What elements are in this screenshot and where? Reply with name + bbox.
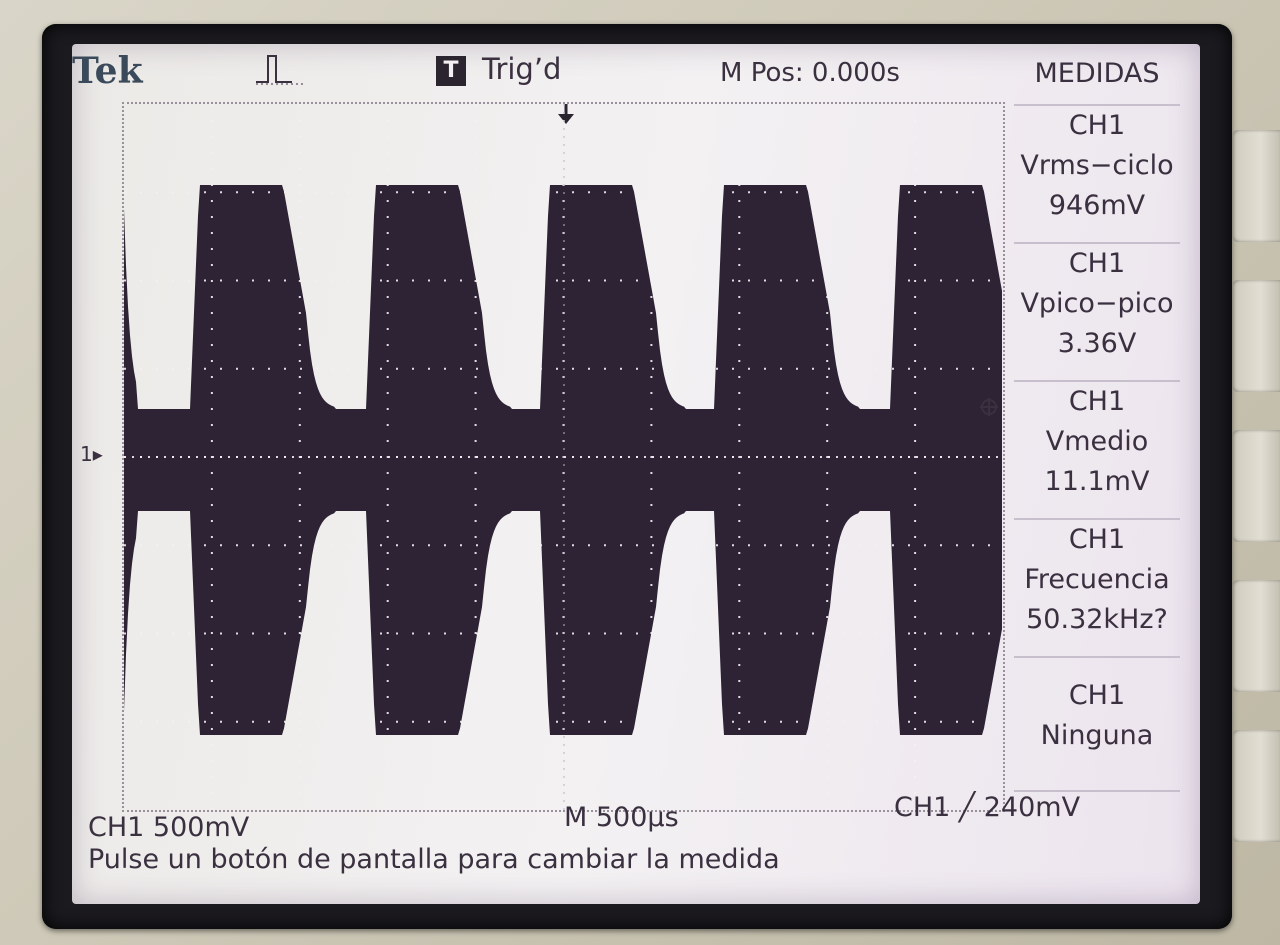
measurement-channel: CH1	[1068, 110, 1126, 141]
horizontal-position: M Pos: 0.000s	[720, 58, 900, 88]
trigger-level-icon	[980, 398, 998, 416]
brand-logo: Tek	[72, 50, 143, 92]
waveform-plot	[122, 102, 1005, 812]
trigger-position-arrow-icon	[558, 104, 574, 124]
acquisition-pulse-icon	[256, 55, 304, 85]
ch1-vertical-scale: CH1 500mV	[88, 812, 250, 843]
measurement-slot-1[interactable]: CH1 Vrms−ciclo 946mV	[1014, 104, 1180, 240]
ch1-ground-marker: 1▸	[80, 442, 103, 466]
menu-button-3[interactable]	[1232, 430, 1280, 542]
waveform-svg	[124, 104, 1003, 810]
measurement-slot-4[interactable]: CH1 Frecuencia 50.32kHz?	[1014, 518, 1180, 654]
measurement-slot-3[interactable]: CH1 Vmedio 11.1mV	[1014, 380, 1180, 516]
measurement-value: 946mV	[1048, 190, 1146, 221]
measurement-slot-5[interactable]: CH1 Ninguna	[1014, 656, 1180, 792]
measurement-channel: CH1	[1068, 524, 1126, 555]
measurement-name: Ninguna	[1040, 720, 1154, 751]
measurement-name: Frecuencia	[1024, 564, 1170, 595]
menu-button-5[interactable]	[1232, 730, 1280, 842]
measurement-name: Vmedio	[1045, 426, 1149, 457]
measurement-value: 50.32kHz?	[1026, 604, 1168, 635]
measurement-value: 11.1mV	[1044, 466, 1150, 497]
menu-button-2[interactable]	[1232, 280, 1280, 392]
oscilloscope-screen: Tek T Trig’d M Pos: 0.000s 1▸ MEDIDAS CH…	[72, 44, 1200, 904]
measurement-name: Vpico−pico	[1020, 288, 1174, 319]
measurement-channel: CH1	[1068, 386, 1126, 417]
measurement-channel: CH1	[1068, 680, 1126, 711]
timebase-scale: M 500µs	[564, 802, 679, 833]
trigger-settings: CH1 ╱ 240mV	[894, 792, 1081, 823]
measurement-value: 3.36V	[1057, 328, 1137, 359]
menu-button-1[interactable]	[1232, 130, 1280, 242]
trigger-status-icon: T	[436, 56, 466, 86]
measurements-title: MEDIDAS	[1034, 58, 1160, 89]
measurement-slot-2[interactable]: CH1 Vpico−pico 3.36V	[1014, 242, 1180, 378]
help-message: Pulse un botón de pantalla para cambiar …	[88, 844, 780, 875]
side-menu-buttons	[1232, 40, 1280, 945]
measurement-channel: CH1	[1068, 248, 1126, 279]
trigger-status: Trig’d	[482, 52, 562, 86]
menu-button-4[interactable]	[1232, 580, 1280, 692]
measurement-name: Vrms−ciclo	[1020, 150, 1174, 181]
ch1-waveform-trace	[124, 185, 1002, 735]
